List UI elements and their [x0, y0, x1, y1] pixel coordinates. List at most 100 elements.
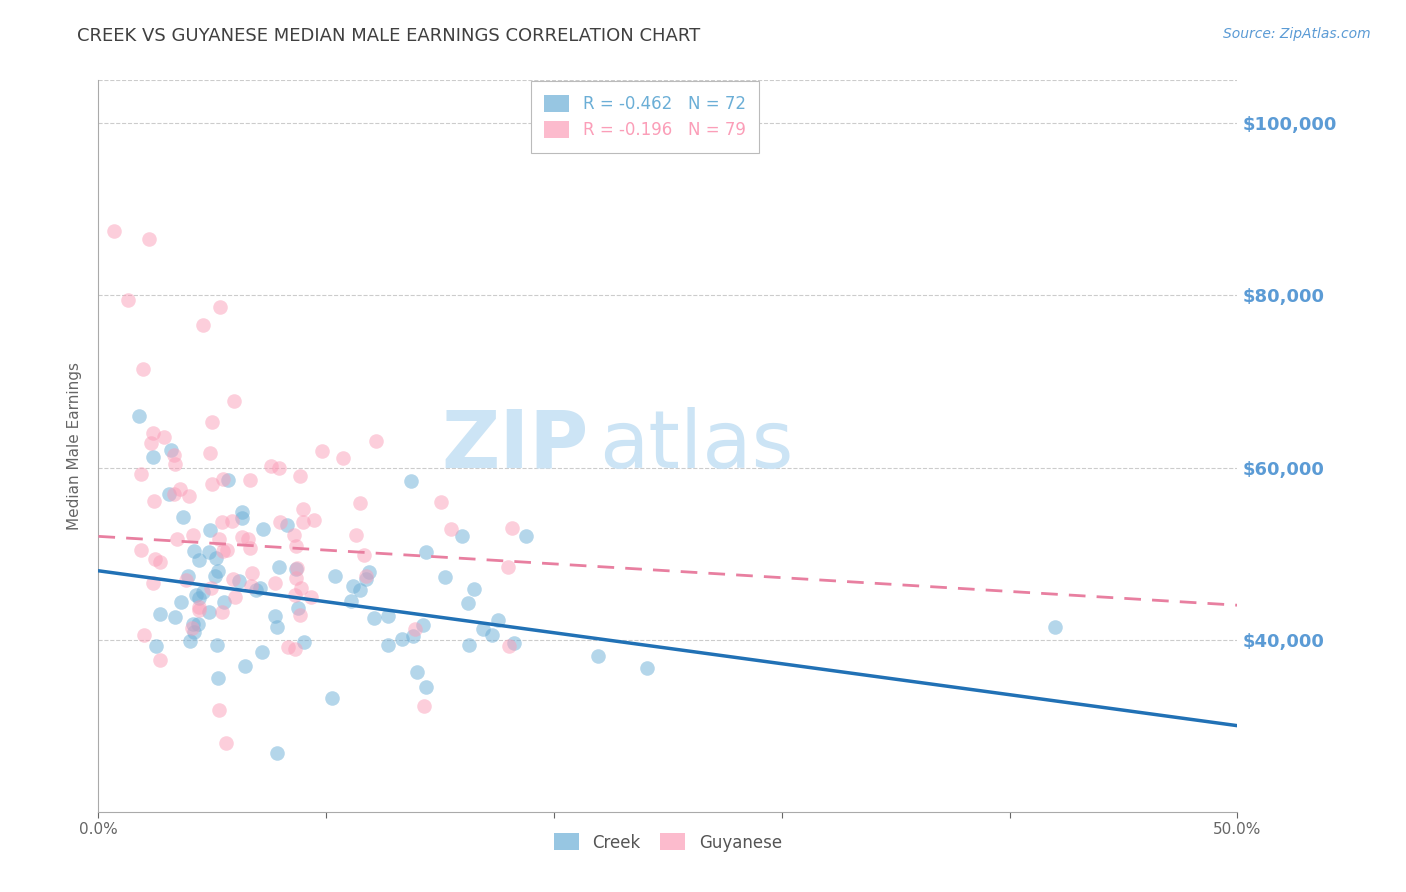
Point — [252, 522, 274, 536]
Point — [266, 619, 288, 633]
Point — [172, 510, 194, 524]
Point — [231, 506, 253, 520]
Point — [221, 572, 243, 586]
Point — [132, 362, 155, 376]
Point — [430, 494, 453, 508]
Point — [142, 450, 165, 464]
Point — [249, 581, 271, 595]
Point — [211, 605, 233, 619]
Point — [332, 450, 354, 465]
Point — [340, 593, 363, 607]
Point — [131, 467, 153, 481]
Point — [212, 595, 235, 609]
Point — [406, 665, 429, 679]
Point — [217, 473, 239, 487]
Point — [239, 541, 262, 555]
Point — [233, 658, 256, 673]
Point — [349, 496, 371, 510]
Point — [200, 446, 222, 460]
Point — [266, 746, 288, 760]
Point — [142, 494, 165, 508]
Point — [284, 588, 307, 602]
Point — [162, 486, 184, 500]
Point — [284, 562, 307, 576]
Point — [188, 603, 211, 617]
Point — [201, 415, 224, 429]
Point — [204, 550, 226, 565]
Point — [463, 582, 485, 596]
Point — [287, 601, 309, 615]
Point — [191, 585, 214, 599]
Point — [290, 581, 312, 595]
Point — [391, 632, 413, 646]
Point — [285, 561, 308, 575]
Point — [142, 425, 165, 440]
Point — [208, 301, 231, 315]
Point — [205, 639, 228, 653]
Point — [291, 502, 314, 516]
Point — [169, 482, 191, 496]
Point — [288, 608, 311, 623]
Point — [377, 638, 399, 652]
Text: ZIP: ZIP — [441, 407, 588, 485]
Point — [277, 640, 299, 655]
Point — [353, 548, 375, 562]
Point — [187, 591, 209, 606]
Point — [181, 528, 204, 542]
Point — [458, 638, 481, 652]
Point — [457, 596, 479, 610]
Point — [356, 568, 378, 582]
Point — [302, 513, 325, 527]
Point — [231, 510, 253, 524]
Point — [363, 611, 385, 625]
Point — [283, 527, 305, 541]
Point — [252, 645, 274, 659]
Point — [342, 579, 364, 593]
Point — [501, 520, 523, 534]
Point — [170, 595, 193, 609]
Point — [267, 560, 290, 574]
Point — [187, 552, 209, 566]
Point — [179, 490, 201, 504]
Point — [402, 629, 425, 643]
Point — [636, 661, 658, 675]
Point — [181, 621, 204, 635]
Point — [323, 569, 346, 583]
Point — [160, 443, 183, 458]
Point — [357, 566, 380, 580]
Point — [163, 457, 186, 471]
Point — [472, 622, 495, 636]
Point — [129, 543, 152, 558]
Point — [157, 487, 180, 501]
Point — [165, 609, 187, 624]
Point — [211, 472, 233, 486]
Point — [221, 514, 243, 528]
Point — [481, 628, 503, 642]
Point — [264, 575, 287, 590]
Point — [207, 564, 229, 578]
Point — [263, 609, 285, 624]
Point — [208, 704, 231, 718]
Legend: Creek, Guyanese: Creek, Guyanese — [547, 827, 789, 858]
Point — [276, 518, 298, 533]
Point — [153, 429, 176, 443]
Point — [364, 434, 387, 449]
Point — [413, 698, 436, 713]
Point — [224, 590, 246, 604]
Point — [433, 570, 456, 584]
Text: Source: ZipAtlas.com: Source: ZipAtlas.com — [1223, 27, 1371, 41]
Point — [269, 515, 291, 529]
Point — [415, 680, 437, 694]
Point — [344, 528, 367, 542]
Point — [149, 607, 172, 621]
Point — [215, 736, 238, 750]
Point — [148, 555, 170, 569]
Point — [1043, 620, 1066, 634]
Point — [187, 600, 209, 615]
Point — [193, 318, 215, 333]
Point — [404, 622, 426, 636]
Point — [177, 568, 200, 582]
Point — [240, 566, 263, 581]
Point — [149, 653, 172, 667]
Point — [377, 609, 399, 624]
